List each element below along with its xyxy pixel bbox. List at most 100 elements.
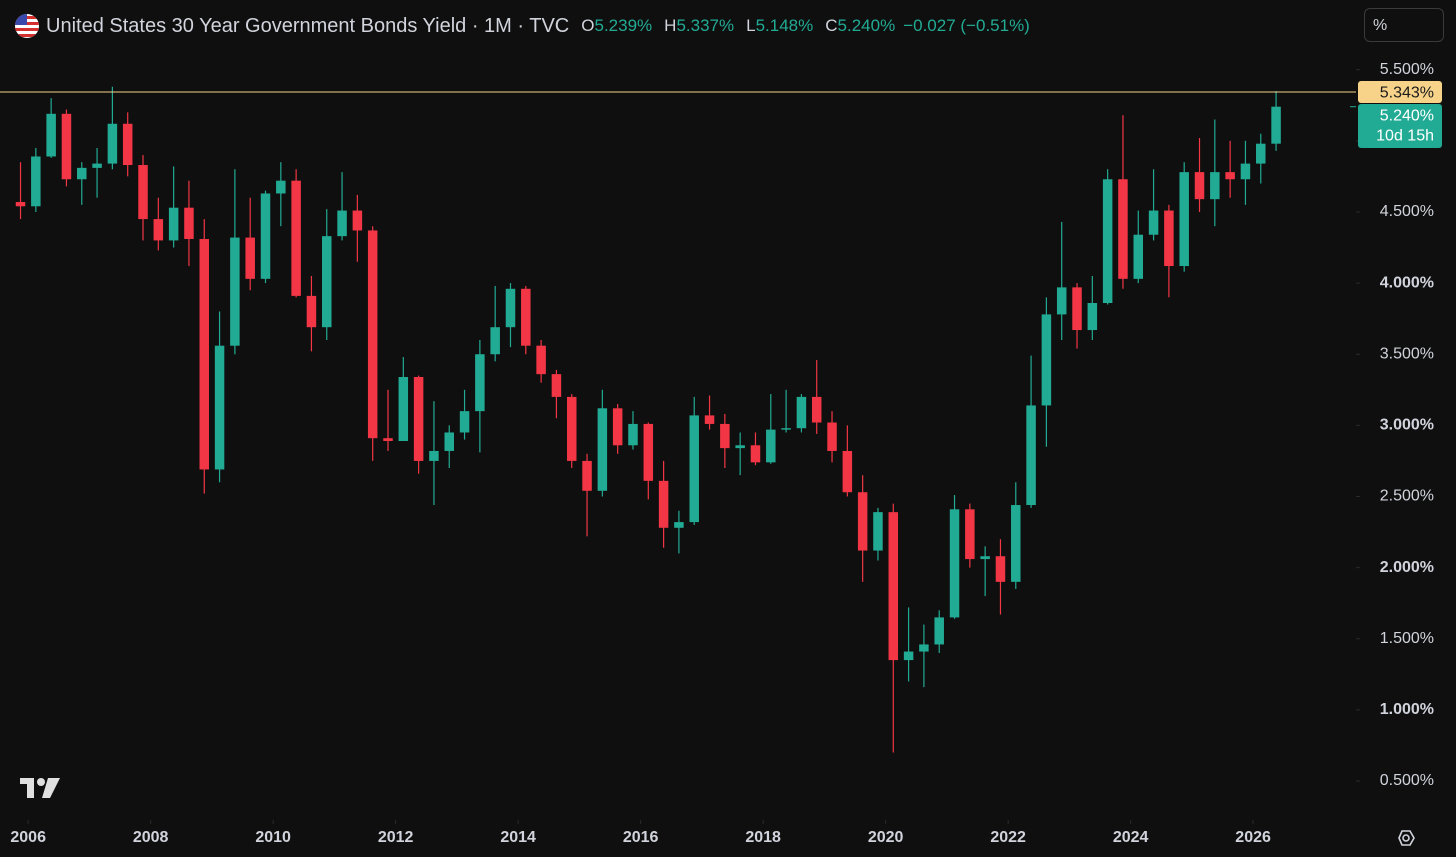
candle-body (383, 438, 393, 442)
x-tick-label: 2018 (745, 829, 781, 846)
y-tick-label: 2.000% (1380, 559, 1434, 576)
candle-body (475, 354, 485, 412)
y-tick-label: 3.500% (1380, 345, 1434, 362)
candle-body (811, 396, 822, 423)
high-line-label: 5.343% (1380, 84, 1434, 101)
candle-body (919, 644, 929, 652)
candle-body (184, 207, 194, 239)
candle-body (15, 202, 26, 207)
candle-body (704, 415, 715, 424)
candle-body (490, 327, 500, 355)
ohlc-key: C (825, 16, 838, 35)
candle-body (1102, 179, 1113, 304)
candle-body (658, 480, 669, 528)
candle-body (276, 180, 286, 194)
candle-body (796, 396, 807, 429)
candle-body (536, 345, 546, 375)
candle-body (551, 374, 562, 397)
x-tick-label: 2012 (378, 829, 414, 846)
y-tick-label: 4.000% (1380, 274, 1434, 291)
candle-body (214, 345, 225, 470)
x-tick-label: 2026 (1235, 829, 1271, 846)
candle-body (459, 411, 470, 433)
candle-body (643, 423, 654, 481)
x-tick-label: 2022 (990, 829, 1026, 846)
candle-body (168, 207, 179, 241)
candle-body (888, 512, 899, 661)
candle-body (260, 193, 271, 279)
candle-body (1026, 405, 1036, 506)
candle-body (306, 295, 317, 328)
ohlc-key: H (664, 16, 677, 35)
candle-body (230, 237, 240, 346)
candle-body (1271, 106, 1281, 144)
ohlc-value: 5.239% (594, 16, 653, 35)
x-tick-label: 2006 (10, 829, 46, 846)
countdown: 10d 15h (1376, 127, 1434, 144)
candle-body (1225, 172, 1235, 180)
candle-body (138, 165, 148, 220)
candle-body (566, 396, 577, 461)
candle-body (827, 422, 837, 451)
candle-body (444, 432, 454, 451)
candle-body (857, 492, 868, 551)
x-tick-label: 2014 (500, 829, 536, 846)
y-tick-label: 3.000% (1380, 417, 1434, 434)
candle-body (1087, 303, 1098, 331)
candle-body (367, 230, 378, 439)
y-tick-label: 2.500% (1380, 488, 1434, 505)
header: United States 30 Year Government Bonds Y… (14, 10, 1030, 42)
ohlc-value: 5.148% (755, 16, 814, 35)
y-tick-label: 1.000% (1380, 701, 1434, 718)
candle-body (245, 237, 255, 279)
candle-body (413, 376, 424, 461)
candle-body (291, 180, 301, 296)
candle-body (965, 509, 975, 560)
y-tick-label: 5.500% (1380, 61, 1434, 78)
candle-body (766, 429, 776, 463)
unit-selector[interactable]: % (1364, 8, 1444, 42)
ohlc-key: O (581, 16, 595, 35)
candle-body (934, 617, 944, 645)
candle-body (1194, 172, 1205, 200)
candle-body (521, 288, 531, 346)
y-tick-label: 0.500% (1380, 772, 1434, 789)
candle-body (597, 408, 608, 491)
candle-body (1240, 163, 1251, 180)
candle-body (980, 556, 990, 560)
candle-body (61, 113, 72, 180)
us-flag-icon (15, 14, 39, 38)
y-tick-label: 1.500% (1380, 630, 1434, 647)
ohlc-value: 5.337% (676, 16, 735, 35)
candle-body (750, 445, 761, 463)
candle-body (949, 509, 960, 618)
change: −0.027 (−0.51%) (903, 16, 1030, 35)
candle-body (122, 123, 133, 166)
settings-icon[interactable] (1398, 830, 1415, 846)
candle-body (429, 450, 439, 461)
candle-body (398, 376, 409, 442)
ohlc-value: 5.240% (837, 16, 896, 35)
candle-body (689, 415, 699, 523)
candle-body (674, 522, 684, 528)
candle-body (735, 445, 745, 449)
candle-body (1210, 172, 1220, 200)
candle-body (77, 167, 87, 180)
candle-body (582, 460, 592, 491)
chart-title: United States 30 Year Government Bonds Y… (46, 14, 570, 37)
x-tick-label: 2010 (255, 829, 291, 846)
candle-body (1056, 287, 1067, 315)
candle-body (1164, 210, 1174, 267)
candle-body (903, 651, 914, 661)
candle-body (873, 512, 883, 551)
candle-body (322, 236, 332, 328)
candle-body (31, 156, 41, 207)
candle-body (612, 408, 623, 446)
candle-body (199, 238, 210, 470)
candle-body (46, 113, 56, 157)
ohlc-key: L (746, 16, 756, 35)
high-line-badge (1358, 81, 1442, 104)
candle-body (1148, 210, 1159, 235)
candle-body (1179, 172, 1189, 267)
